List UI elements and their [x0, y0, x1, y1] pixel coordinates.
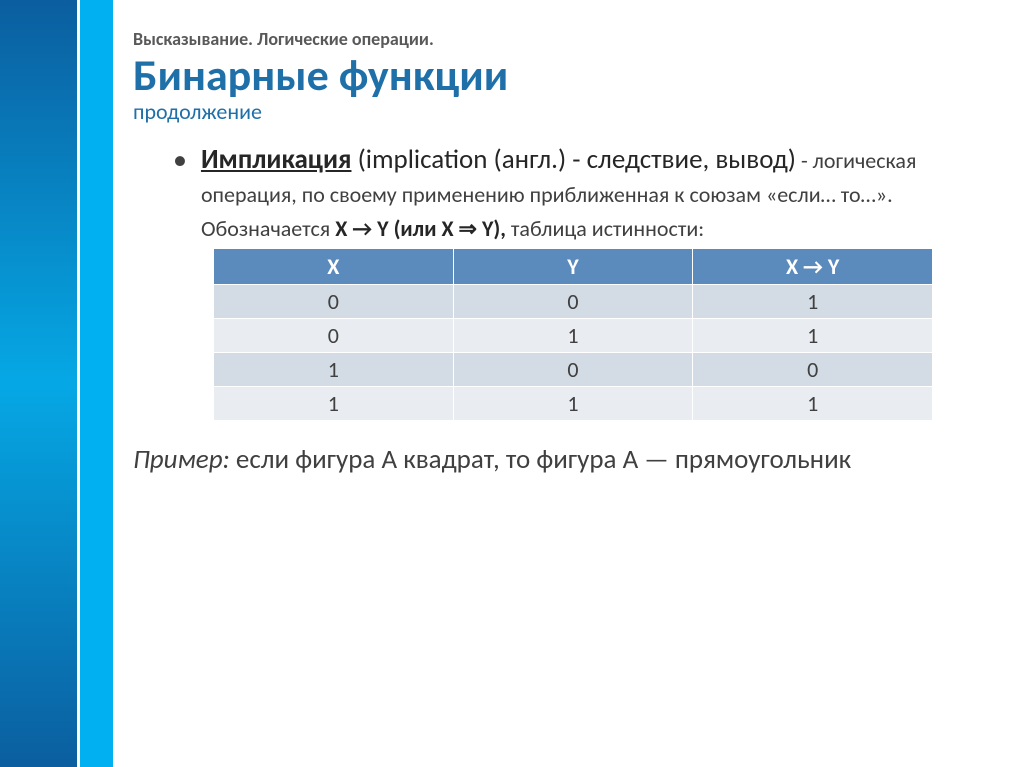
cell: 0: [453, 285, 693, 319]
cell: 1: [214, 387, 454, 421]
cell: 1: [214, 353, 454, 387]
term-implication: Импликация: [201, 143, 352, 176]
example-text: Пример: если фигура А квадрат, то фигура…: [133, 443, 993, 477]
slide-sidebar: [0, 0, 113, 767]
cell: 0: [214, 319, 454, 353]
col-x: X: [214, 249, 454, 285]
example-label: Пример:: [133, 443, 230, 476]
table-header-row: X Y X → Y: [214, 249, 933, 285]
cell: 1: [693, 285, 933, 319]
table-row: 0 0 1: [214, 285, 933, 319]
slide-content: Высказывание. Логические операции. Бинар…: [133, 28, 993, 477]
cell: 1: [693, 319, 933, 353]
col-y: Y: [453, 249, 693, 285]
cell: 1: [453, 319, 693, 353]
bullet-item: • Импликация (implication (англ.) - след…: [173, 143, 993, 244]
slide-title: Бинарные функции: [133, 52, 993, 98]
slide-subtitle: продолжение: [133, 98, 993, 125]
table-row: 1 1 1: [214, 387, 933, 421]
cell: 0: [693, 353, 933, 387]
sidebar-solid-strip: [80, 0, 113, 767]
col-xy: X → Y: [693, 249, 933, 285]
sidebar-gradient-strip: [0, 0, 77, 767]
cell: 1: [693, 387, 933, 421]
table-row: 1 0 0: [214, 353, 933, 387]
cell: 0: [214, 285, 454, 319]
cell: 0: [453, 353, 693, 387]
truth-table: X Y X → Y 0 0 1 0 1 1 1 0 0 1: [213, 248, 933, 421]
bullet-dot-icon: •: [173, 143, 187, 177]
overline-text: Высказывание. Логические операции.: [133, 28, 993, 50]
term-translation: (implication (англ.) - следствие, вывод): [351, 143, 796, 176]
definition-text: Импликация (implication (англ.) - следст…: [201, 143, 961, 244]
notation-bold: X → Y (или X ⇒ Y),: [335, 215, 506, 242]
desc-tail: таблица истинности:: [506, 215, 704, 242]
example-body: если фигура А квадрат, то фигура А — пря…: [230, 443, 851, 476]
cell: 1: [453, 387, 693, 421]
table-row: 0 1 1: [214, 319, 933, 353]
